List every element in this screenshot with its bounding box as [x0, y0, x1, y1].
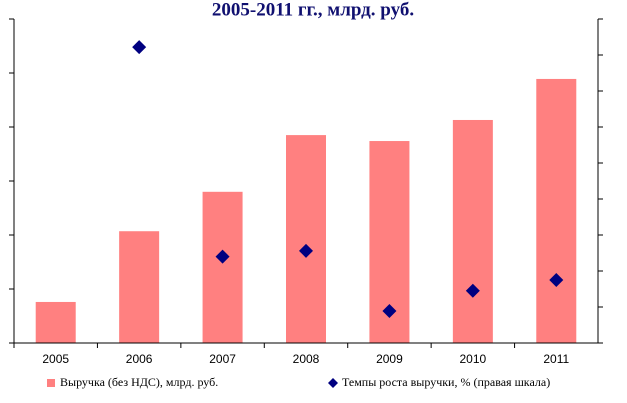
x-tick-label: 2009 [376, 352, 403, 366]
legend-label: Темпы роста выручки, % (правая шкала) [342, 375, 550, 389]
chart-title: 2005-2011 гг., млрд. руб. [212, 0, 414, 20]
marker [382, 303, 397, 318]
bar [119, 231, 160, 343]
legend-swatch [47, 379, 55, 387]
marker [549, 273, 564, 287]
bar [35, 301, 76, 343]
x-tick-label: 2011 [543, 352, 569, 366]
bar [452, 119, 493, 343]
marker [299, 243, 313, 258]
bar [536, 78, 577, 343]
x-tick-label: 2008 [293, 352, 320, 366]
marker [132, 40, 147, 55]
marker [215, 249, 230, 264]
x-tick-label: 2010 [460, 352, 487, 366]
legend-label: Выручка (без НДС), млрд. руб. [60, 375, 218, 389]
x-tick-label: 2006 [126, 352, 153, 366]
bar [286, 135, 326, 343]
x-tick-label: 2005 [42, 352, 69, 366]
marker [465, 283, 480, 298]
x-tick-label: 2007 [209, 352, 236, 366]
legend-swatch [328, 378, 338, 388]
bar [202, 191, 243, 343]
